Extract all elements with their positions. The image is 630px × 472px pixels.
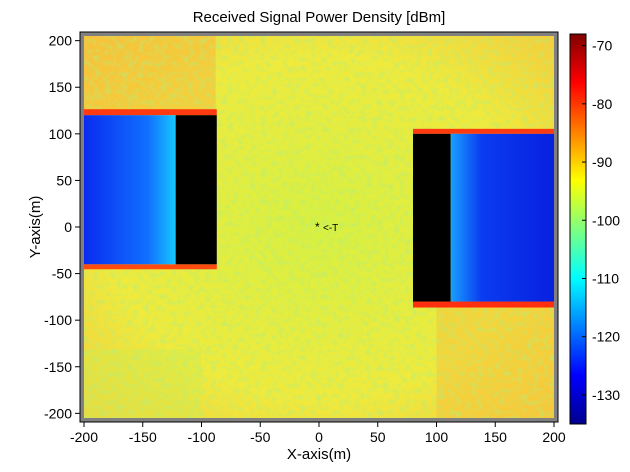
plot-frame	[80, 32, 558, 422]
x-tick-label: -200	[70, 429, 98, 445]
building-edge	[413, 128, 554, 134]
colorbar: -70 -80 -90 -100 -110 -120 -130	[569, 33, 620, 425]
x-tick-label: 200	[542, 429, 566, 445]
y-axis-label: Y-axis(m)	[27, 196, 44, 259]
colorbar-tick-label: -110	[592, 270, 619, 286]
x-tick-label: 0	[315, 429, 323, 445]
building	[413, 133, 451, 302]
x-tick-label: -50	[250, 429, 270, 445]
transmitter-label: <-T	[323, 223, 338, 234]
transmitter-marker: *	[315, 220, 320, 234]
x-tick-label: 50	[370, 429, 386, 445]
y-tick-label: -150	[44, 359, 72, 375]
colorbar-tick-label: -90	[592, 154, 612, 170]
colorbar-tick-label: -80	[592, 96, 612, 112]
building-shadow	[450, 133, 554, 302]
x-tick-label: 100	[425, 429, 449, 445]
colorbar-gradient	[569, 33, 587, 425]
building-shadow	[84, 115, 176, 265]
building-edge	[84, 264, 217, 270]
chart-title: Received Signal Power Density [dBm]	[193, 9, 446, 26]
colorbar-tick-label: -120	[592, 329, 620, 345]
y-axis-ticks: 200 150 100 50 0 -50 -100 -150 -200	[44, 33, 80, 421]
colorbar-tick-label: -70	[592, 38, 612, 54]
heatmap-field	[84, 36, 554, 418]
building-edge	[413, 301, 554, 308]
y-tick-label: 50	[56, 172, 72, 188]
colorbar-tick-label: -100	[592, 212, 620, 228]
x-tick-label: -100	[187, 429, 215, 445]
y-tick-label: -100	[44, 312, 72, 328]
y-tick-label: -200	[44, 405, 72, 421]
building-edge	[84, 109, 217, 116]
building	[175, 115, 217, 265]
y-tick-label: -50	[52, 266, 72, 282]
y-tick-label: 100	[49, 126, 73, 142]
y-tick-label: 0	[64, 219, 72, 235]
y-tick-label: 150	[49, 79, 73, 95]
x-axis-label: X-axis(m)	[287, 446, 351, 463]
y-tick-label: 200	[49, 33, 73, 49]
x-tick-label: 150	[484, 429, 508, 445]
x-axis-ticks: -200 -150 -100 -50 0 50 100 150 200	[70, 422, 566, 445]
x-tick-label: -150	[129, 429, 157, 445]
colorbar-tick-label: -130	[592, 387, 620, 403]
plot-area: * <-T	[79, 31, 559, 423]
